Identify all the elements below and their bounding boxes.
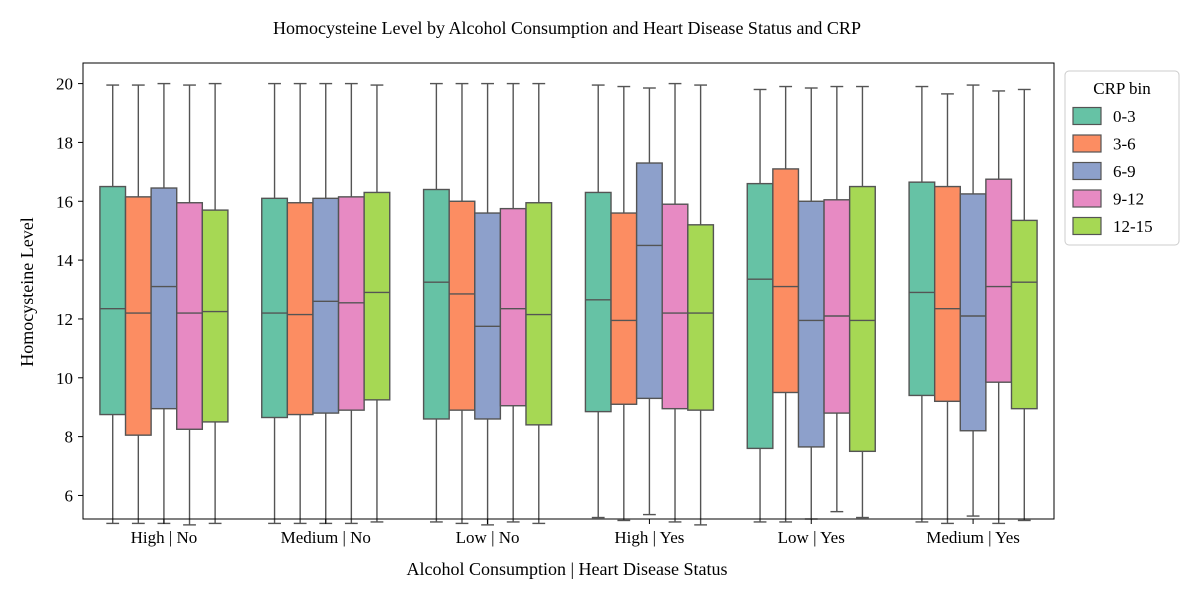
box-0-2 (150, 82, 178, 525)
box-body (985, 178, 1013, 383)
x-tick-label: Low | Yes (778, 528, 845, 547)
y-axis-label: Homocysteine Level (17, 217, 37, 366)
box-4-1 (772, 85, 800, 523)
box-5-1 (933, 93, 961, 525)
y-tick-label: 10 (56, 369, 73, 388)
box-body (661, 203, 689, 410)
box-3-1 (610, 85, 638, 522)
box-body (687, 224, 715, 411)
box-body (933, 185, 961, 403)
box-4-2 (797, 87, 825, 520)
box-5-0 (908, 85, 936, 523)
x-axis-label: Alcohol Consumption | Heart Disease Stat… (406, 559, 727, 579)
box-1-1 (286, 82, 314, 525)
box-body (525, 202, 553, 426)
box-body (584, 191, 612, 413)
box-2-2 (474, 82, 502, 526)
box-body (99, 185, 127, 416)
box-5-2 (959, 84, 987, 517)
box-2-4 (525, 82, 553, 525)
box-body (474, 212, 502, 420)
box-1-3 (337, 82, 365, 525)
box-body (908, 181, 936, 397)
box-5-4 (1010, 88, 1038, 522)
legend-title: CRP bin (1093, 79, 1151, 98)
series-0-3 (99, 82, 936, 525)
box-body (337, 196, 365, 411)
box-1-0 (261, 82, 289, 525)
box-body (176, 202, 204, 430)
box-body (312, 197, 340, 414)
y-tick-label: 14 (56, 251, 74, 270)
box-body (422, 188, 450, 420)
legend-swatch-3-6 (1072, 134, 1102, 153)
box-body (610, 212, 638, 405)
box-2-3 (499, 82, 527, 523)
box-body (499, 207, 527, 407)
x-tick-label: Medium | Yes (926, 528, 1020, 547)
box-body (635, 162, 663, 400)
box-body (448, 200, 476, 411)
legend-label-12-15: 12-15 (1113, 217, 1153, 236)
box-body (848, 185, 876, 453)
box-5-3 (985, 90, 1013, 525)
box-0-3 (176, 84, 204, 526)
box-body (797, 200, 825, 448)
box-body (150, 187, 178, 410)
legend-label-6-9: 6-9 (1113, 162, 1136, 181)
box-0-1 (124, 84, 152, 525)
series-12-15 (201, 82, 1038, 526)
box-0-0 (99, 84, 127, 525)
legend-swatch-0-3 (1072, 106, 1102, 126)
box-2-0 (422, 82, 450, 523)
series-3-6 (124, 82, 961, 525)
x-tick-label: Low | No (456, 528, 520, 547)
chart-title: Homocysteine Level by Alcohol Consumptio… (273, 18, 861, 38)
legend-label-3-6: 3-6 (1113, 135, 1136, 154)
y-tick-label: 12 (56, 310, 73, 329)
y-tick-label: 8 (65, 428, 74, 447)
legend-label-9-12: 9-12 (1113, 190, 1144, 209)
series-9-12 (176, 82, 1013, 526)
plot-area: 6 8 10 12 14 16 18 20 High | No Medium | No Low | … (56, 62, 1055, 547)
box-3-3 (661, 82, 689, 523)
box-1-2 (312, 82, 340, 525)
box-4-0 (746, 88, 774, 523)
legend-swatch-6-9 (1072, 161, 1102, 181)
y-tick-label: 16 (56, 192, 73, 211)
y-tick-label: 18 (56, 133, 73, 152)
box-body (1010, 219, 1038, 410)
box-body (363, 191, 391, 401)
x-tick-label: Medium | No (281, 528, 371, 547)
axes-frame (82, 62, 1055, 520)
x-tick-label: High | Yes (614, 528, 684, 547)
box-body (959, 193, 987, 432)
legend: CRP bin 0-3 3-6 6-9 9-12 12-15 (1064, 70, 1180, 246)
box-body (746, 182, 774, 450)
box-body (286, 202, 314, 416)
box-0-4 (201, 82, 229, 525)
box-3-2 (635, 87, 663, 516)
box-4-3 (823, 85, 851, 513)
box-body (124, 196, 152, 436)
box-4-4 (848, 85, 876, 519)
box-body (772, 168, 800, 394)
y-tick-label: 20 (56, 75, 73, 94)
legend-swatch-12-15 (1072, 216, 1102, 236)
y-tick-label: 6 (65, 486, 74, 505)
x-tick-label: High | No (131, 528, 198, 547)
box-body (261, 197, 289, 419)
legend-swatch-9-12 (1072, 189, 1102, 208)
box-body (201, 209, 229, 423)
box-3-0 (584, 84, 612, 519)
legend-label-0-3: 0-3 (1113, 107, 1136, 126)
box-3-4 (687, 84, 715, 526)
box-1-4 (363, 84, 391, 523)
box-2-1 (448, 82, 476, 525)
box-body (823, 199, 851, 414)
